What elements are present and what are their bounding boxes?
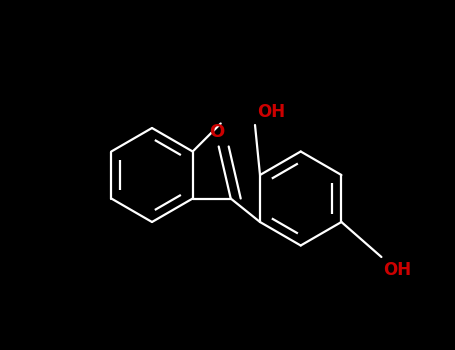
Text: OH: OH (257, 103, 285, 121)
Text: OH: OH (384, 261, 411, 279)
Text: O: O (209, 122, 224, 140)
